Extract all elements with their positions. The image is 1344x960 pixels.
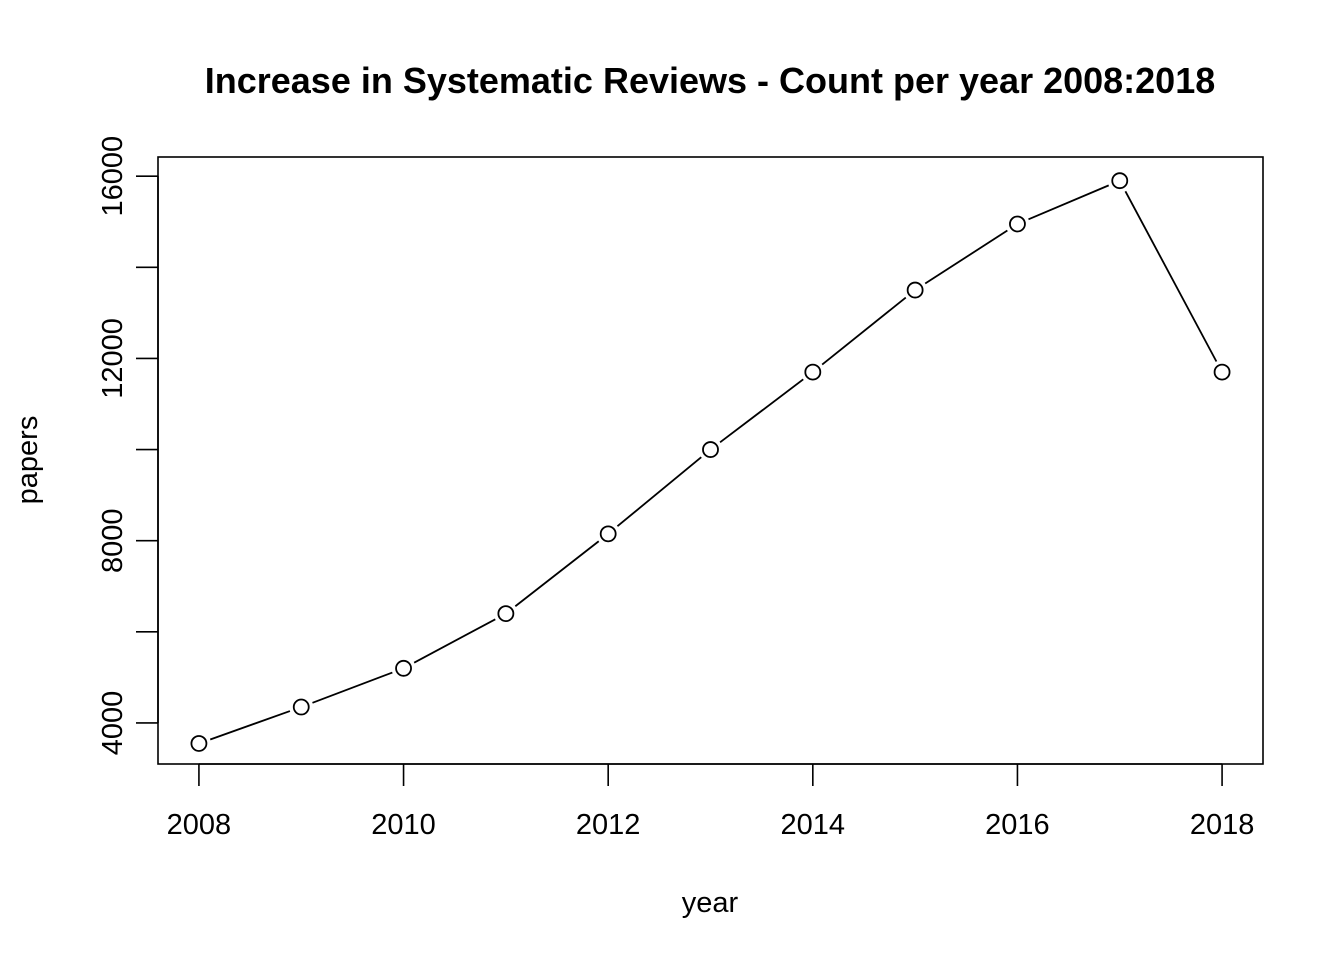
data-point-2012	[599, 525, 617, 543]
data-point-2009	[292, 698, 310, 716]
y-tick-label: 4000	[97, 691, 129, 756]
series-line-segment	[1028, 184, 1110, 221]
x-tick-label: 2014	[781, 809, 846, 841]
series-line-segment	[616, 456, 702, 527]
data-point-2013	[702, 441, 719, 458]
x-axis-title: year	[682, 887, 739, 919]
y-axis: 4000 8000 12000 16000	[97, 136, 159, 756]
series-line-segment	[514, 540, 600, 607]
series-line-segment	[312, 671, 393, 704]
plot-frame	[157, 156, 1264, 765]
data-point-2015	[906, 281, 924, 299]
x-tick-label: 2016	[985, 809, 1050, 841]
data-point-2011	[497, 605, 515, 623]
x-tick-label: 2010	[371, 809, 436, 841]
data-point-2018	[1213, 363, 1231, 381]
data-point-2008	[190, 735, 208, 752]
series-layer	[190, 172, 1231, 752]
y-tick-label: 12000	[97, 318, 129, 399]
series-line-segment	[821, 296, 907, 366]
series-line-segment	[1124, 190, 1218, 362]
data-point-2017	[1111, 172, 1129, 190]
data-point-2016	[1009, 215, 1026, 233]
chart-title: Increase in Systematic Reviews - Count p…	[205, 60, 1216, 101]
x-tick-label: 2018	[1190, 809, 1255, 841]
y-tick-label: 8000	[97, 508, 129, 573]
series-line-segment	[719, 378, 804, 444]
y-tick-label: 16000	[97, 136, 129, 217]
x-axis: 2008 2010 2012 2014 2016 2018	[167, 763, 1255, 841]
series-line-segment	[209, 710, 291, 741]
data-point-2014	[804, 363, 822, 381]
series-line-segment	[924, 229, 1008, 285]
x-tick-label: 2012	[576, 809, 641, 841]
series-line-segment	[413, 618, 496, 664]
y-axis-title: papers	[12, 416, 44, 505]
x-tick-label: 2008	[167, 809, 232, 841]
data-point-2010	[395, 659, 412, 677]
